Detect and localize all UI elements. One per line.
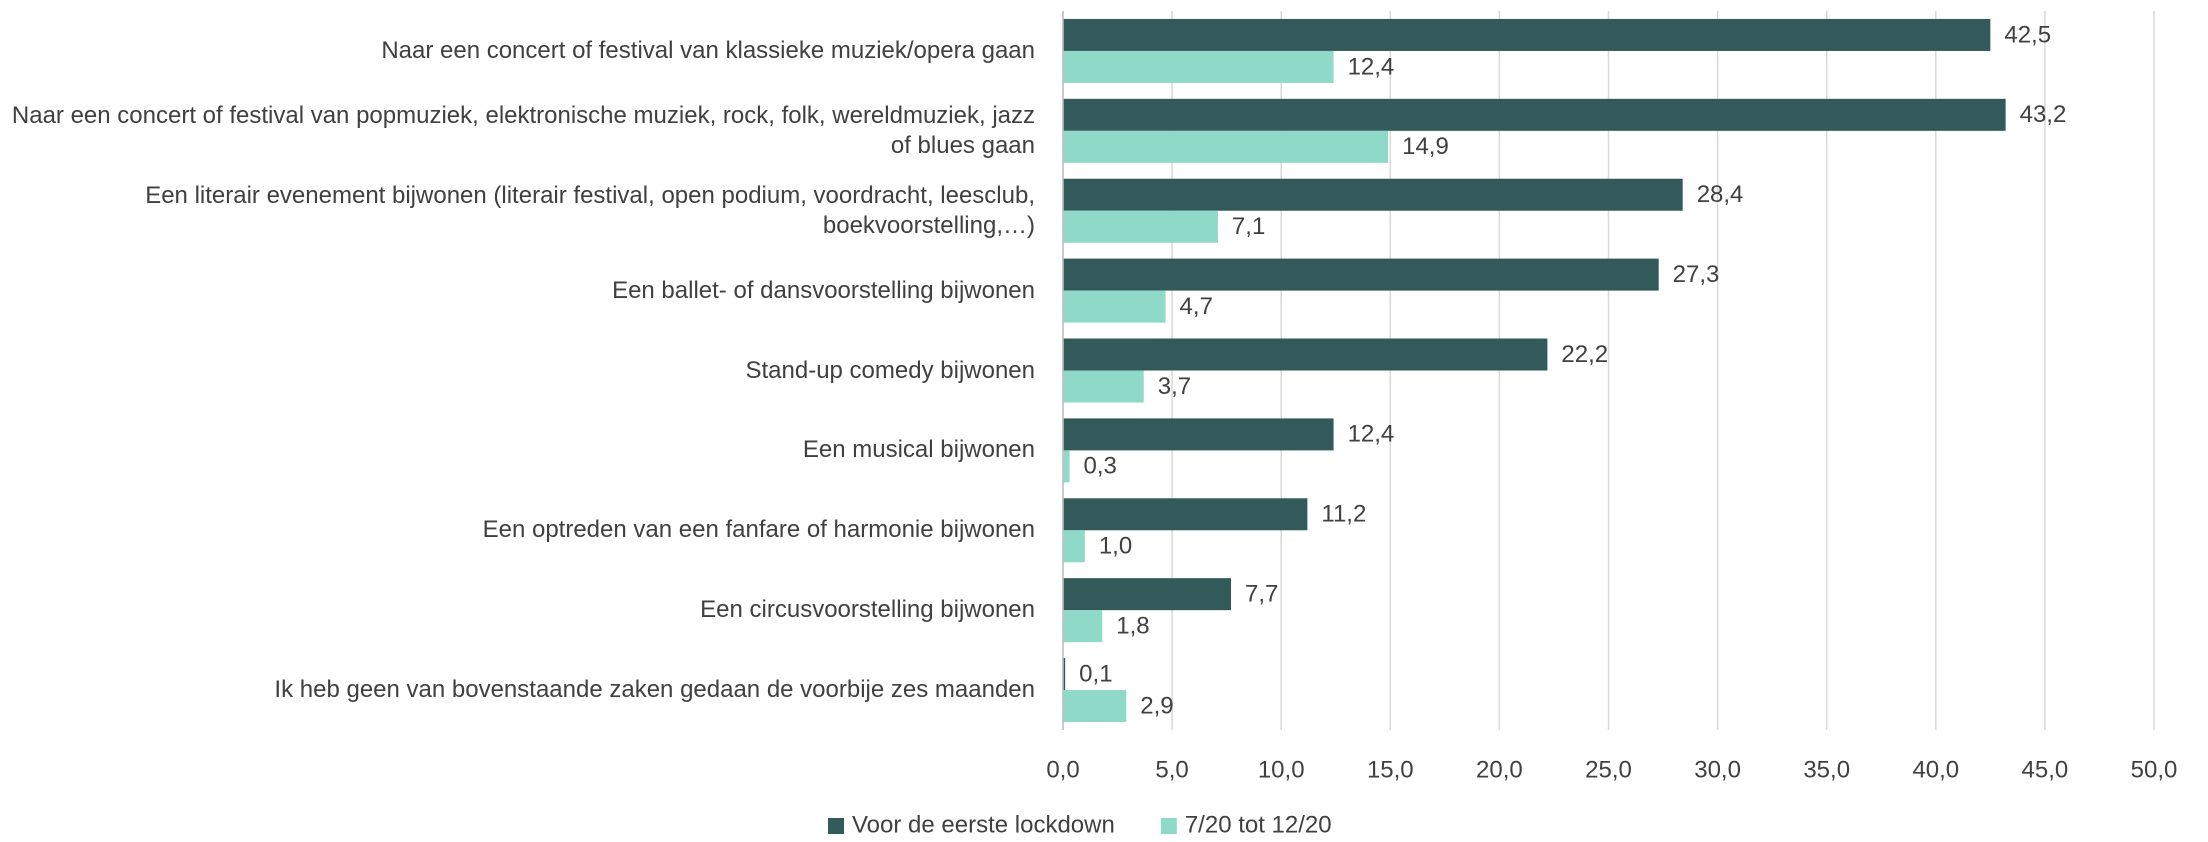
value-label: 0,3 — [1084, 453, 1117, 480]
value-label: 7,7 — [1245, 581, 1278, 608]
value-label: 7,1 — [1232, 213, 1265, 240]
value-label: 28,4 — [1697, 181, 1744, 208]
bar — [1063, 498, 1308, 531]
value-label: 27,3 — [1673, 261, 1720, 288]
x-tick-label: 50,0 — [2131, 756, 2178, 783]
bar — [1063, 690, 1127, 723]
legend-label: 7/20 tot 12/20 — [1185, 811, 1332, 838]
value-label: 3,7 — [1158, 373, 1191, 400]
bar — [1063, 450, 1070, 483]
category-label: Een literair evenement bijwonen (literai… — [145, 181, 1035, 239]
x-tick-label: 0,0 — [1046, 756, 1079, 783]
bar — [1063, 530, 1085, 563]
category-label: Een circusvoorstelling bijwonen — [700, 596, 1035, 624]
value-label: 12,4 — [1348, 421, 1395, 448]
category-label: Naar een concert of festival van klassie… — [381, 36, 1035, 64]
x-tick-label: 15,0 — [1367, 756, 1414, 783]
category-label: Een musical bijwonen — [802, 436, 1035, 464]
category-label: Een optreden van een fanfare of harmonie… — [482, 516, 1035, 544]
bar — [1063, 418, 1334, 451]
category-label: Naar een concert of festival van popmuzi… — [11, 101, 1035, 159]
x-tick-label: 35,0 — [1803, 756, 1850, 783]
x-tick-label: 5,0 — [1155, 756, 1188, 783]
bar — [1063, 50, 1334, 83]
value-label: 1,0 — [1099, 533, 1132, 560]
x-tick-label: 40,0 — [1912, 756, 1959, 783]
bar — [1063, 578, 1232, 611]
bar — [1063, 610, 1103, 643]
value-label: 1,8 — [1116, 613, 1149, 640]
bar — [1063, 130, 1389, 163]
bar — [1063, 178, 1683, 211]
bar — [1063, 370, 1144, 403]
category-label: Stand-up comedy bijwonen — [745, 356, 1035, 384]
bar — [1063, 258, 1659, 291]
x-tick-label: 20,0 — [1476, 756, 1523, 783]
value-label: 11,2 — [1321, 501, 1366, 528]
bar — [1063, 658, 1066, 691]
value-label: 43,2 — [2020, 101, 2067, 128]
category-label: Een ballet- of dansvoorstelling bijwonen — [612, 276, 1035, 304]
value-label: 14,9 — [1402, 133, 1449, 160]
bar — [1063, 210, 1218, 243]
x-tick-label: 10,0 — [1258, 756, 1305, 783]
x-tick-label: 30,0 — [1694, 756, 1741, 783]
bar — [1063, 338, 1548, 371]
bar — [1063, 18, 1991, 51]
value-label: 0,1 — [1079, 660, 1112, 687]
value-label: 22,2 — [1561, 341, 1608, 368]
bar — [1063, 98, 2006, 131]
x-tick-label: 25,0 — [1585, 756, 1632, 783]
value-label: 2,9 — [1140, 692, 1173, 719]
value-label: 12,4 — [1348, 53, 1395, 80]
legend-swatch — [828, 818, 844, 834]
category-label: Ik heb geen van bovenstaande zaken gedaa… — [274, 676, 1035, 704]
value-label: 4,7 — [1180, 293, 1213, 320]
bar — [1063, 290, 1166, 323]
x-tick-label: 45,0 — [2022, 756, 2069, 783]
value-label: 42,5 — [2004, 21, 2051, 48]
legend-label: Voor de eerste lockdown — [852, 811, 1115, 838]
legend-swatch — [1160, 818, 1177, 834]
